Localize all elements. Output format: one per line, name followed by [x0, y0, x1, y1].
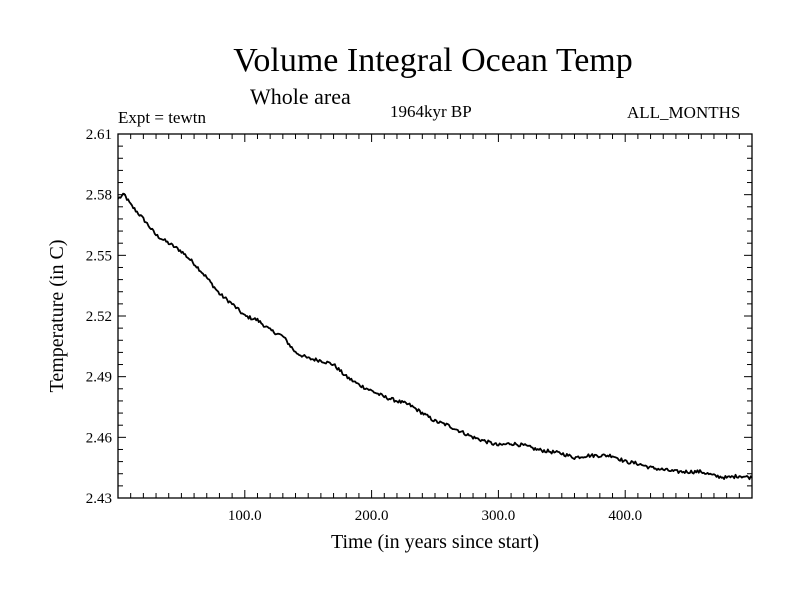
x-tick-label: 100.0 [228, 508, 262, 524]
plot-frame [117, 133, 753, 499]
y-tick-label: 2.43 [86, 491, 112, 507]
y-tick-label: 2.58 [86, 188, 112, 204]
temperature-series-line [117, 192, 753, 481]
y-tick-label: 2.52 [86, 309, 112, 325]
chart-title: Volume Integral Ocean Temp [233, 42, 633, 79]
chart-subtitle: Whole area [250, 84, 351, 109]
y-tick-label: 2.49 [86, 370, 112, 386]
x-axis-label: Time (in years since start) [331, 531, 539, 553]
y-tick-labels: 2.43 2.46 2.49 2.52 2.55 2.58 2.61 [86, 127, 113, 507]
axis-ticks [118, 134, 752, 498]
period-label: 1964kyr BP [390, 102, 472, 121]
y-tick-label: 2.55 [86, 248, 112, 264]
y-tick-label: 2.61 [86, 127, 112, 143]
x-tick-labels: 100.0 200.0 300.0 400.0 [228, 508, 642, 524]
y-tick-label: 2.46 [86, 430, 113, 446]
x-tick-label: 300.0 [482, 508, 516, 524]
x-tick-label: 400.0 [608, 508, 642, 524]
months-label: ALL_MONTHS [627, 103, 741, 122]
x-tick-label: 200.0 [355, 508, 389, 524]
y-axis-label: Temperature (in C) [46, 240, 68, 393]
experiment-label: Expt = tewtn [118, 108, 206, 127]
